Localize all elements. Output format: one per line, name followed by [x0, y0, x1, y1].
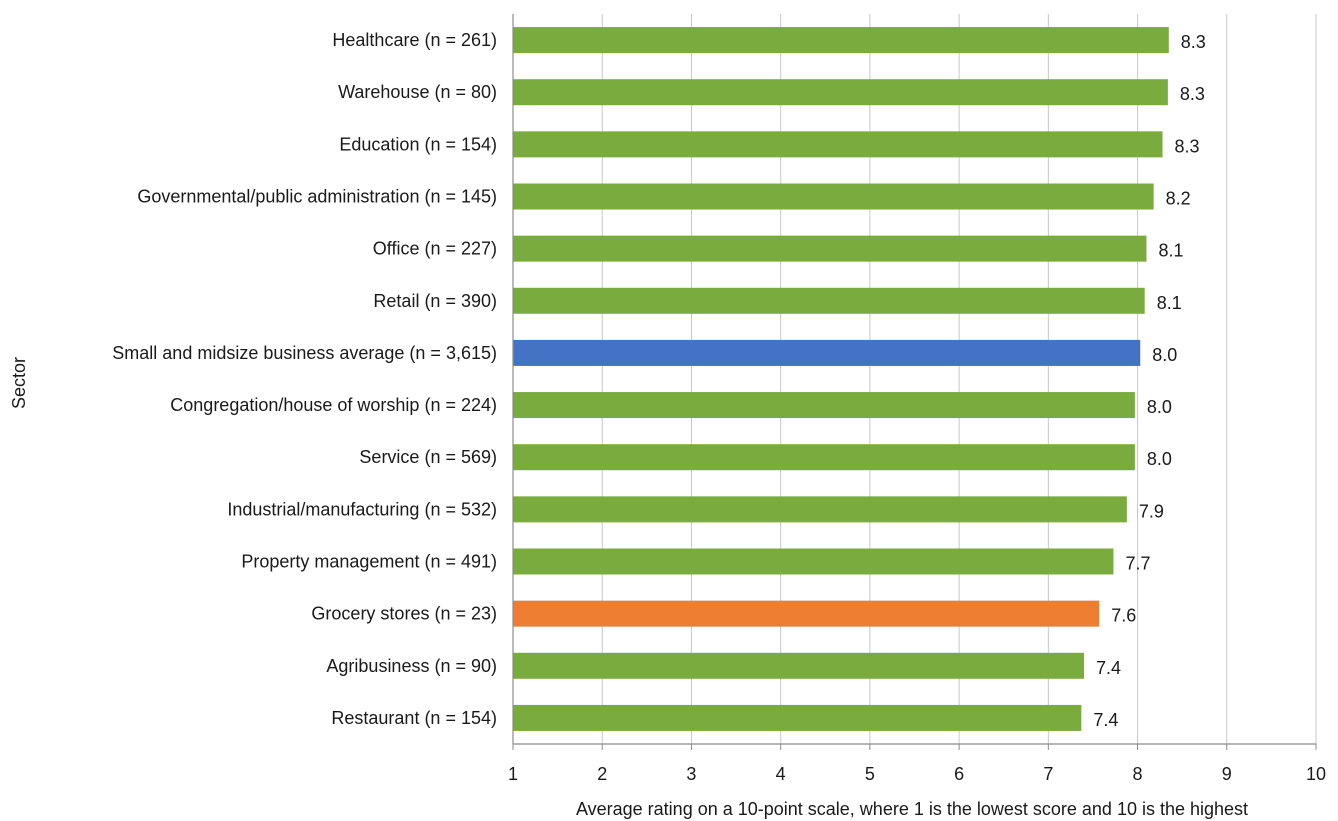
x-tick-label: 1 [508, 764, 518, 784]
x-axis-title: Average rating on a 10-point scale, wher… [576, 799, 1248, 819]
bar [513, 704, 1082, 731]
data-label: 8.0 [1147, 397, 1172, 417]
bar [513, 392, 1135, 419]
bar [513, 27, 1169, 54]
bar [513, 183, 1154, 210]
bar [513, 548, 1114, 575]
x-tick-label: 9 [1222, 764, 1232, 784]
x-tick-label: 2 [597, 764, 607, 784]
category-label: Property management (n = 491) [241, 552, 497, 572]
x-tick-label: 8 [1133, 764, 1143, 784]
category-label: Congregation/house of worship (n = 224) [170, 395, 497, 415]
bar [513, 652, 1085, 679]
data-label: 8.1 [1158, 241, 1183, 261]
category-label: Warehouse (n = 80) [338, 82, 497, 102]
data-label: 7.7 [1125, 554, 1150, 574]
bar [513, 339, 1141, 366]
category-label: Agribusiness (n = 90) [326, 656, 497, 676]
y-axis-title: Sector [9, 357, 29, 409]
data-label: 8.0 [1147, 449, 1172, 469]
category-label: Service (n = 569) [359, 447, 497, 467]
category-label: Healthcare (n = 261) [332, 30, 497, 50]
data-label: 8.3 [1181, 32, 1206, 52]
data-labels: 8.3 8.3 8.3 8.2 8.1 8.1 8.0 8.0 8.0 7.9 7.7 7.6 7.4 7… [1093, 32, 1205, 730]
axes [512, 14, 1317, 750]
data-label: 7.9 [1139, 501, 1164, 521]
category-labels: Healthcare (n = 261) Warehouse (n = 80) Ed… [112, 30, 497, 728]
category-label: Governmental/public administration (n = … [137, 187, 497, 207]
bar [513, 496, 1127, 523]
data-label: 7.4 [1093, 710, 1118, 730]
data-label: 8.3 [1180, 84, 1205, 104]
bar [513, 131, 1163, 158]
bar [513, 600, 1100, 627]
data-label: 8.1 [1157, 293, 1182, 313]
data-label: 8.3 [1175, 136, 1200, 156]
category-label: Restaurant (n = 154) [331, 708, 497, 728]
gridlines [601, 14, 1317, 744]
bar [513, 287, 1145, 314]
x-tick-label: 3 [686, 764, 696, 784]
x-tick-label: 10 [1306, 764, 1326, 784]
x-tick-label: 5 [865, 764, 875, 784]
x-tick-label: 6 [954, 764, 964, 784]
category-label: Small and midsize business average (n = … [112, 343, 497, 363]
category-label: Retail (n = 390) [373, 291, 497, 311]
data-label: 7.4 [1096, 658, 1121, 678]
x-tick-labels: 1 2 3 4 5 6 7 8 9 10 [508, 764, 1326, 784]
category-label: Office (n = 227) [373, 239, 497, 259]
data-label: 7.6 [1111, 606, 1136, 626]
bars [513, 27, 1169, 731]
bar [513, 235, 1147, 262]
data-label: 8.2 [1166, 189, 1191, 209]
category-label: Industrial/manufacturing (n = 532) [227, 499, 497, 519]
bar [513, 79, 1168, 106]
x-tick-label: 7 [1043, 764, 1053, 784]
category-label: Grocery stores (n = 23) [311, 604, 497, 624]
bar [513, 444, 1135, 471]
data-label: 8.0 [1152, 345, 1177, 365]
x-tick-label: 4 [776, 764, 786, 784]
category-label: Education (n = 154) [339, 134, 497, 154]
